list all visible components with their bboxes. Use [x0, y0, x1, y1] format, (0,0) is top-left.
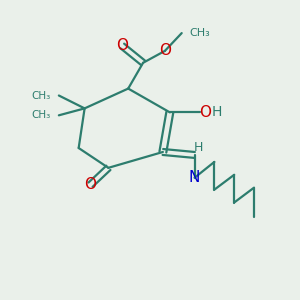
Text: O: O [85, 177, 97, 192]
Text: N: N [189, 170, 200, 185]
Text: CH₃: CH₃ [32, 91, 51, 100]
Text: CH₃: CH₃ [190, 28, 210, 38]
Text: H: H [194, 140, 203, 154]
Text: CH₃: CH₃ [32, 110, 51, 120]
Text: O: O [159, 44, 171, 59]
Text: O: O [116, 38, 128, 53]
Text: H: H [212, 105, 222, 119]
Text: O: O [200, 105, 211, 120]
